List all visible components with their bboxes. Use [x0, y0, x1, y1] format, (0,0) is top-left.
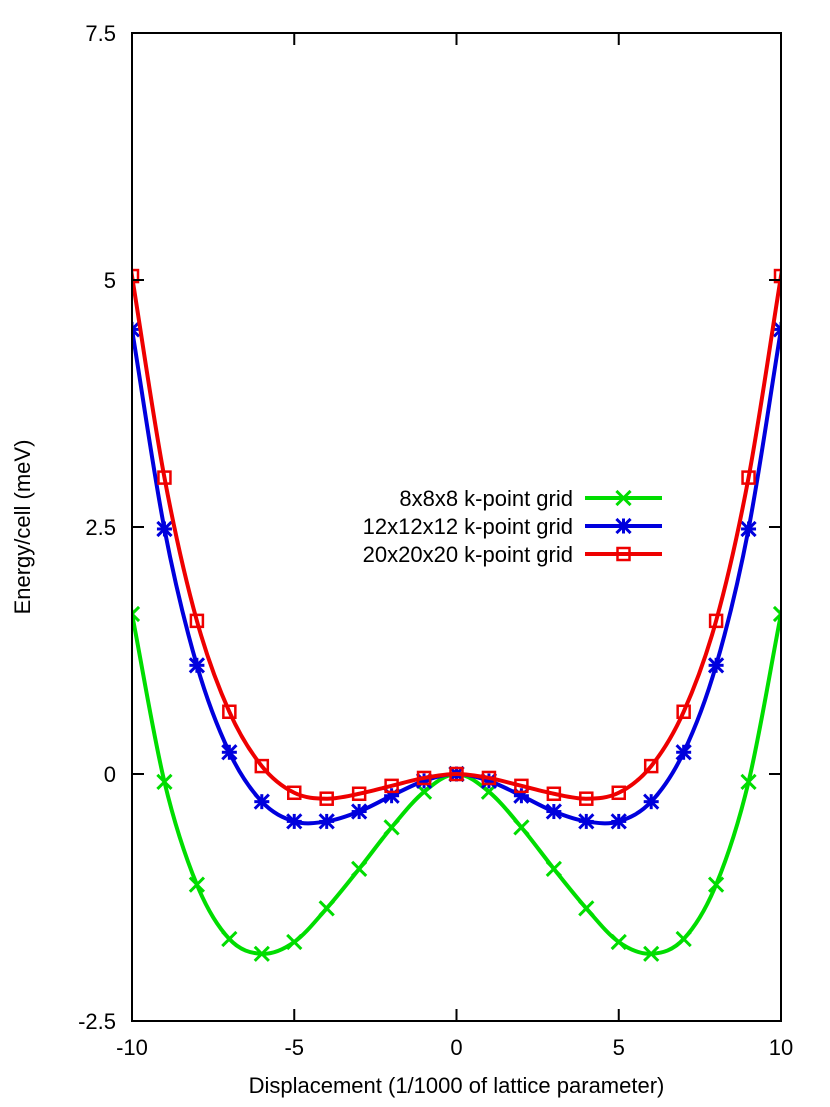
- data-point: [480, 783, 498, 800]
- data-point: [319, 791, 334, 806]
- data-point: [351, 786, 367, 802]
- data-point: [707, 876, 725, 893]
- legend-marker: [615, 489, 632, 507]
- data-point: [188, 657, 206, 674]
- y-tick-label: 7.5: [85, 21, 116, 46]
- data-point: [189, 613, 205, 629]
- data-point: [578, 813, 595, 830]
- data-point: [545, 803, 562, 820]
- data-point: [772, 321, 781, 338]
- legend-label: 8x8x8 k-point grid: [399, 486, 573, 511]
- y-tick-label: 0: [104, 762, 116, 787]
- data-point: [545, 860, 562, 877]
- data-point: [254, 758, 270, 774]
- data-point: [287, 785, 302, 801]
- data-point: [318, 900, 335, 917]
- series-line: [132, 263, 781, 801]
- series-layer: [132, 263, 781, 962]
- legend-item: 20x20x20 k-point grid: [363, 542, 662, 567]
- data-point: [156, 520, 173, 538]
- data-point: [643, 793, 660, 810]
- data-point: [741, 470, 756, 485]
- data-point: [481, 770, 497, 786]
- x-tick-label: 5: [613, 1035, 625, 1060]
- data-point: [383, 819, 400, 836]
- data-point: [449, 766, 464, 782]
- data-point: [188, 876, 206, 893]
- data-point: [253, 945, 270, 962]
- data-point: [222, 704, 237, 720]
- data-point: [156, 773, 173, 791]
- data-point: [676, 704, 691, 720]
- data-point: [643, 758, 659, 774]
- data-point: [708, 613, 724, 629]
- data-point: [513, 819, 530, 836]
- x-tick-label: 10: [769, 1035, 793, 1060]
- y-tick-label: 2.5: [85, 515, 116, 540]
- data-point: [253, 793, 270, 810]
- data-point: [707, 657, 725, 674]
- legend-label: 20x20x20 k-point grid: [363, 542, 573, 567]
- data-point: [132, 321, 141, 338]
- series-2: [132, 316, 781, 830]
- data-point: [157, 470, 172, 485]
- data-point: [514, 778, 529, 794]
- x-tick-label: -10: [116, 1035, 148, 1060]
- x-tick-label: -5: [284, 1035, 304, 1060]
- data-point: [675, 930, 692, 948]
- data-point: [610, 933, 627, 951]
- data-point: [740, 520, 757, 538]
- data-point: [740, 773, 757, 791]
- legend-marker: [615, 517, 632, 535]
- y-tick-label: -2.5: [78, 1009, 116, 1034]
- data-point: [611, 785, 626, 801]
- data-point: [675, 744, 692, 761]
- x-axis-label: Displacement (1/1000 of lattice paramete…: [249, 1073, 665, 1098]
- legend-item: 8x8x8 k-point grid: [399, 486, 662, 511]
- ticks-layer: -10 -5 0 5 10 -2.5 0 2.5 5 7.5: [78, 21, 793, 1060]
- data-point: [221, 744, 238, 761]
- data-point: [415, 783, 433, 800]
- legend-item: 12x12x12 k-point grid: [363, 514, 662, 539]
- data-point: [132, 268, 140, 284]
- data-point: [221, 930, 238, 948]
- data-point: [643, 945, 660, 962]
- legend: 8x8x8 k-point grid 12x12x12 k-point grid 2…: [363, 486, 662, 567]
- data-point: [773, 268, 781, 284]
- series-3: [132, 263, 781, 806]
- data-point: [578, 900, 595, 917]
- legend-label: 12x12x12 k-point grid: [363, 514, 573, 539]
- data-point: [351, 803, 368, 820]
- data-point: [132, 605, 141, 623]
- data-point: [318, 813, 335, 830]
- data-point: [772, 605, 781, 623]
- data-point: [610, 813, 627, 830]
- data-point: [351, 860, 368, 877]
- data-point: [579, 791, 594, 806]
- y-axis-label: Energy/cell (meV): [10, 440, 35, 615]
- data-point: [416, 770, 432, 786]
- x-tick-label: 0: [450, 1035, 462, 1060]
- series-line: [132, 316, 781, 826]
- data-point: [384, 778, 399, 794]
- y-tick-label: 5: [104, 268, 116, 293]
- data-point: [546, 786, 562, 802]
- legend-marker: [616, 546, 631, 562]
- data-point: [286, 933, 303, 951]
- data-point: [286, 813, 303, 830]
